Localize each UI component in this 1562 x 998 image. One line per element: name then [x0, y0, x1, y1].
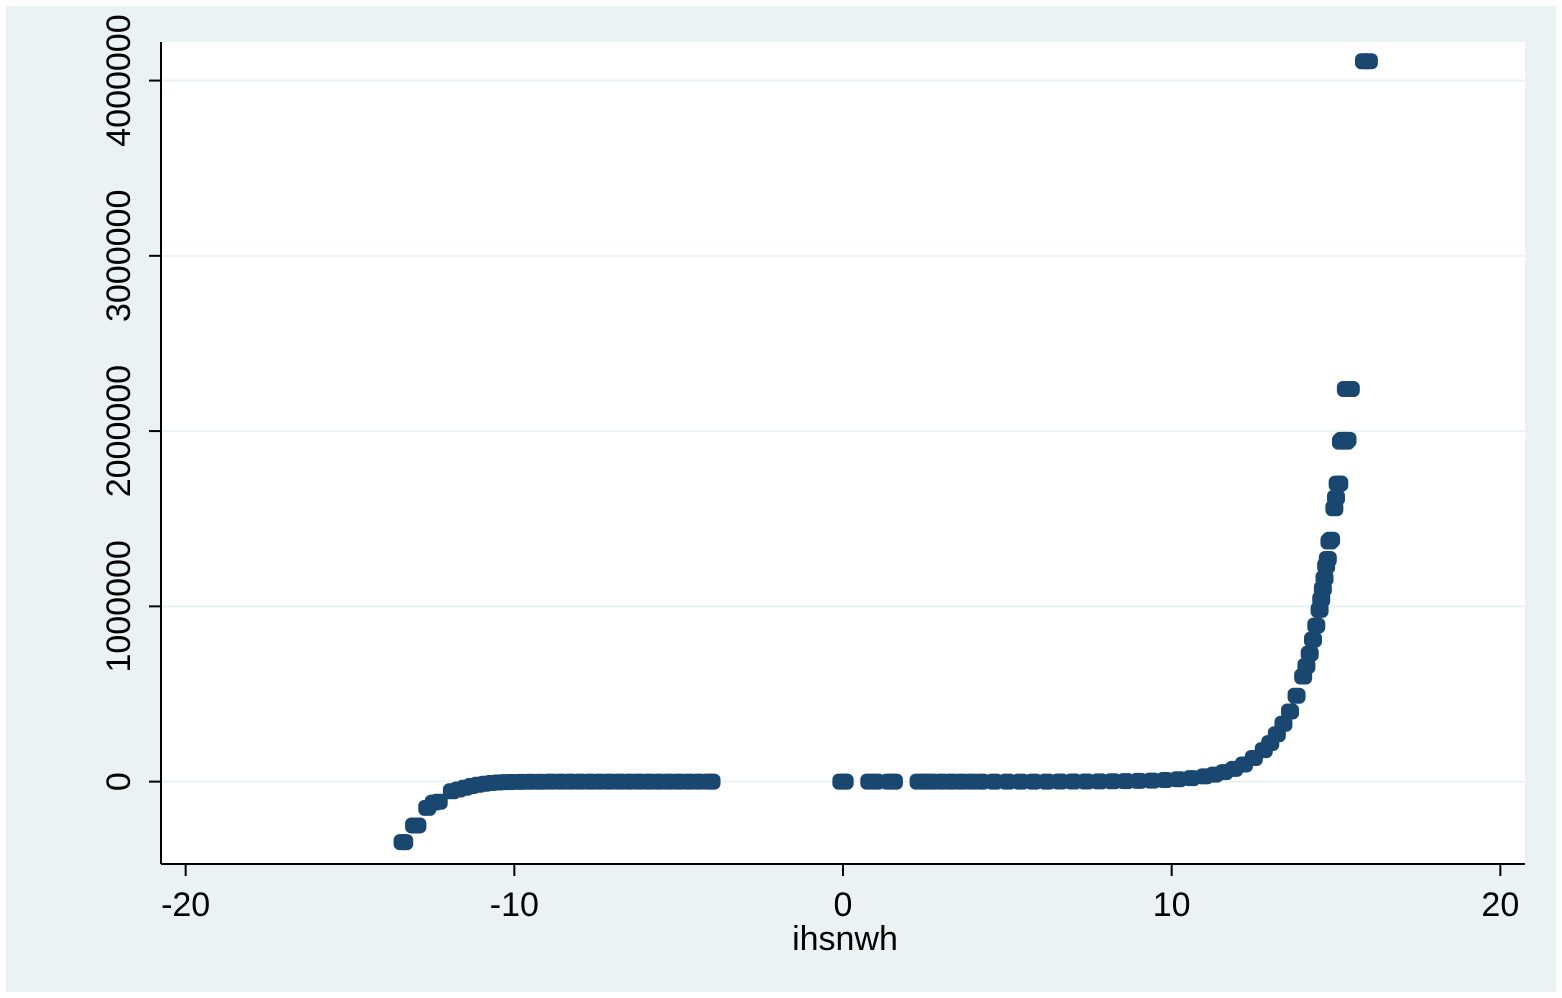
y-ticks: 0 1000000 2000000 3000000 4000000: [100, 14, 161, 791]
x-tick-label: -20: [161, 886, 210, 924]
y-tick-label: 3000000: [100, 190, 138, 322]
data-point: [429, 793, 448, 810]
data-point: [702, 773, 721, 790]
data-point: [1274, 715, 1293, 732]
y-tick-label: 4000000: [100, 14, 138, 146]
x-tick-label: 0: [834, 886, 853, 924]
data-point: [1315, 570, 1334, 587]
data-point: [1280, 703, 1299, 720]
data-point: [1322, 531, 1341, 548]
data-point: [1297, 657, 1316, 674]
data-point: [835, 773, 854, 790]
data-point: [1359, 53, 1378, 70]
x-axis-title: ihsnwh: [792, 920, 898, 958]
y-tick-label: 0: [100, 772, 138, 791]
grid-lines: [161, 79, 1525, 783]
data-point: [1341, 381, 1360, 398]
x-tick-label: -10: [490, 886, 539, 924]
data-point: [1338, 431, 1357, 448]
x-ticks: -20 -10 0 10 20: [161, 864, 1519, 924]
y-tick-label: 2000000: [100, 365, 138, 497]
x-tick-label: 20: [1481, 886, 1519, 924]
data-point: [1318, 551, 1337, 568]
data-point: [408, 817, 427, 834]
data-points: [393, 53, 1378, 851]
data-point: [1287, 687, 1306, 704]
data-point: [1307, 617, 1326, 634]
data-point: [395, 834, 414, 851]
data-point: [1330, 475, 1349, 492]
x-tick-label: 10: [1153, 886, 1191, 924]
data-point: [1300, 645, 1319, 662]
data-point: [1304, 631, 1323, 648]
plot-area: [161, 42, 1525, 864]
data-point: [884, 773, 903, 790]
y-tick-label: 1000000: [100, 540, 138, 672]
data-point: [1327, 489, 1346, 506]
